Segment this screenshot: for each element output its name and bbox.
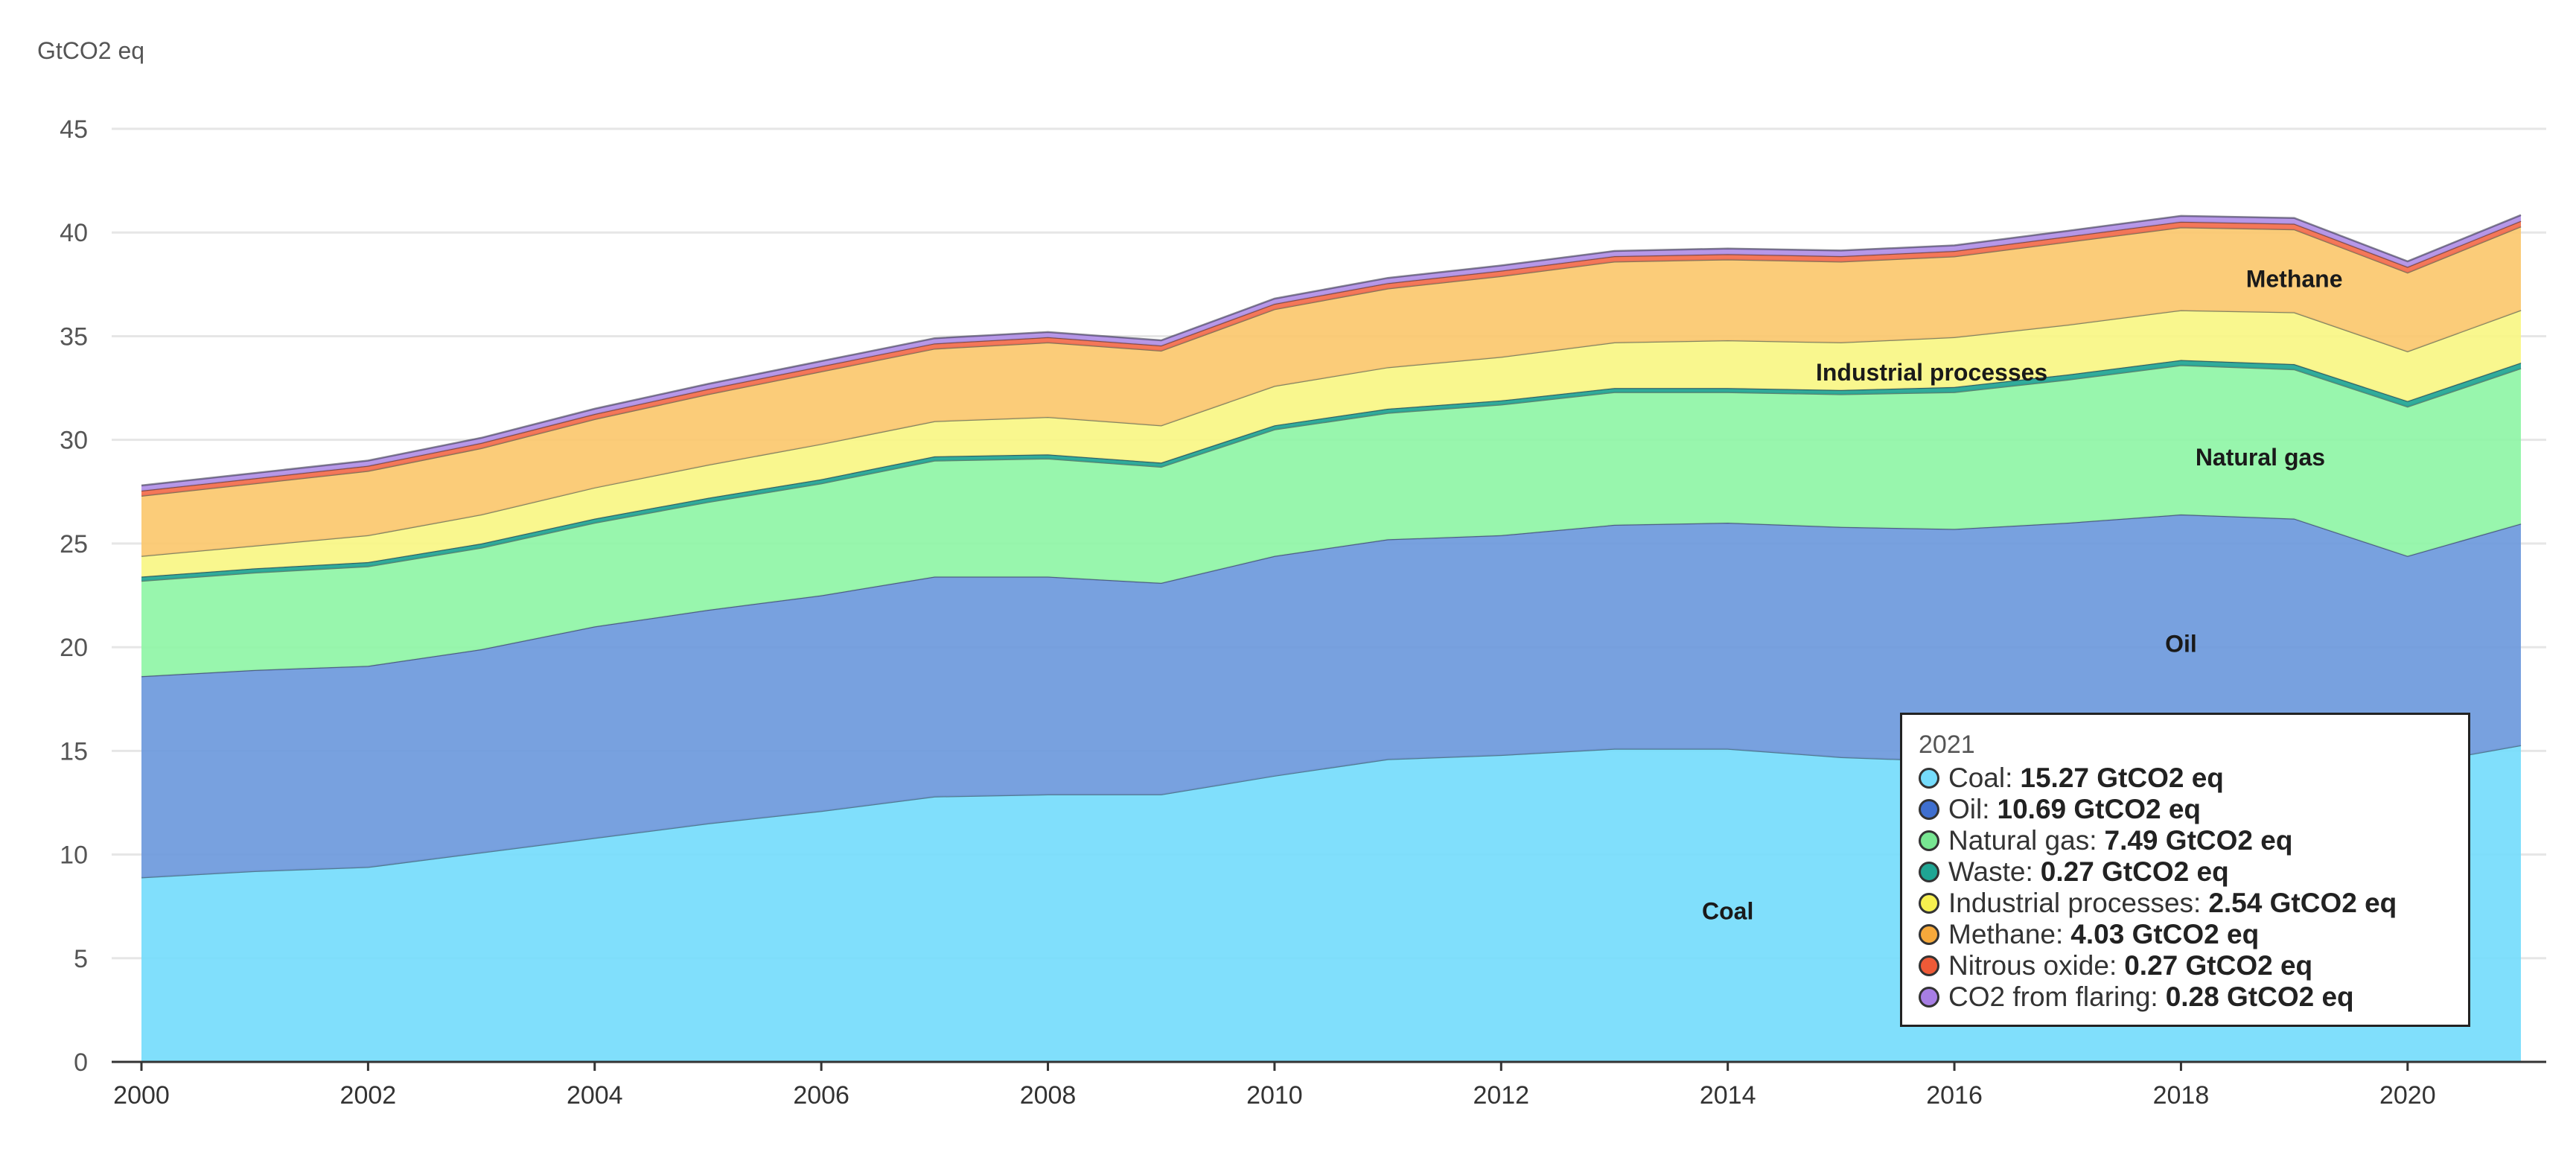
tooltip-rows: Coal:15.27 GtCO2 eq Oil:10.69 GtCO2 eq Nat…	[1919, 763, 2452, 1013]
x-tick-2020: 2020	[2379, 1081, 2436, 1110]
tooltip-label: Methane	[1948, 919, 2056, 949]
tooltip-row: Industrial processes:2.54 GtCO2 eq	[1919, 888, 2452, 919]
legend-dot-icon	[1919, 862, 1939, 882]
x-tick-2006: 2006	[793, 1081, 849, 1110]
legend-dot-icon	[1919, 955, 1939, 976]
tooltip-value: 0.28 GtCO2 eq	[2165, 981, 2354, 1012]
annotation-natural-gas: Natural gas	[2196, 444, 2325, 471]
tooltip-row: Oil:10.69 GtCO2 eq	[1919, 794, 2452, 825]
tooltip-separator: :	[2005, 763, 2013, 793]
x-tick-labels: 2000 2002 2004 2006 2008 2010 2012 2014 2016 2018…	[113, 1062, 2436, 1110]
legend-dot-icon	[1919, 924, 1939, 945]
y-tick-45: 45	[60, 115, 88, 144]
tooltip-label: Waste	[1948, 856, 2026, 887]
legend-dot-icon	[1919, 799, 1939, 820]
y-tick-15: 15	[60, 737, 88, 766]
x-tick-2014: 2014	[1700, 1081, 1756, 1110]
y-tick-10: 10	[60, 841, 88, 870]
tooltip-value: 0.27 GtCO2 eq	[2124, 950, 2313, 981]
x-tick-2000: 2000	[113, 1081, 170, 1110]
tooltip-value: 2.54 GtCO2 eq	[2208, 888, 2397, 918]
annotation-industrial-processes: Industrial processes	[1816, 359, 2047, 386]
tooltip-value: 4.03 GtCO2 eq	[2070, 919, 2260, 949]
tooltip-label: Natural gas	[1948, 825, 2090, 856]
x-tick-2018: 2018	[2153, 1081, 2210, 1110]
tooltip-year: 2021	[1919, 731, 1975, 759]
y-tick-5: 5	[74, 945, 88, 973]
annotation-methane: Methane	[2246, 265, 2343, 292]
y-axis-unit-label: GtCO2 eq	[37, 37, 145, 64]
area-industrial-processes	[141, 310, 2521, 577]
tooltip-row: Nitrous oxide:0.27 GtCO2 eq	[1919, 950, 2452, 981]
y-tick-40: 40	[60, 219, 88, 247]
tooltip-value: 7.49 GtCO2 eq	[2104, 825, 2293, 856]
area-oil	[141, 514, 2521, 878]
y-tick-25: 25	[60, 530, 88, 559]
tooltip-value: 15.27 GtCO2 eq	[2020, 763, 2224, 793]
x-tick-2008: 2008	[1020, 1081, 1077, 1110]
area-edge-co2-from-flaring	[141, 214, 2522, 487]
area-nitrous-oxide	[141, 220, 2521, 496]
tooltip-label: Oil	[1948, 794, 1983, 824]
tooltip-label: Coal	[1948, 763, 2006, 793]
tooltip-label: CO2 from flaring	[1948, 981, 2151, 1012]
tooltip-separator: :	[2108, 950, 2117, 981]
y-tick-20: 20	[60, 634, 88, 662]
tooltip-separator: :	[2025, 856, 2033, 887]
annotation-coal: Coal	[1702, 898, 1753, 925]
tooltip-separator: :	[2056, 919, 2064, 949]
area-co2-from-flaring	[141, 214, 2521, 491]
hover-tooltip: 2021 Coal:15.27 GtCO2 eq Oil:10.69 GtCO2 …	[1900, 713, 2470, 1027]
y-tick-labels: 0 5 10 15 20 25 30 35 40 45	[60, 115, 88, 1077]
tooltip-separator: :	[1982, 794, 1990, 824]
x-tick-2002: 2002	[340, 1081, 397, 1110]
legend-dot-icon	[1919, 768, 1939, 789]
legend-dot-icon	[1919, 830, 1939, 851]
x-tick-2004: 2004	[567, 1081, 623, 1110]
tooltip-label: Industrial processes	[1948, 888, 2194, 918]
tooltip-row: Coal:15.27 GtCO2 eq	[1919, 763, 2452, 794]
x-tick-2016: 2016	[1926, 1081, 1983, 1110]
x-tick-2010: 2010	[1246, 1081, 1303, 1110]
tooltip-row: Methane:4.03 GtCO2 eq	[1919, 919, 2452, 950]
tooltip-value: 10.69 GtCO2 eq	[1997, 794, 2202, 824]
tooltip-row: Natural gas:7.49 GtCO2 eq	[1919, 825, 2452, 856]
annotation-oil: Oil	[2165, 631, 2197, 658]
tooltip-label: Nitrous oxide	[1948, 950, 2109, 981]
legend-dot-icon	[1919, 987, 1939, 1008]
tooltip-row: CO2 from flaring:0.28 GtCO2 eq	[1919, 981, 2452, 1013]
y-tick-0: 0	[74, 1048, 88, 1077]
tooltip-row: Waste:0.27 GtCO2 eq	[1919, 856, 2452, 888]
legend-dot-icon	[1919, 893, 1939, 914]
area-methane	[141, 226, 2521, 556]
x-tick-2012: 2012	[1473, 1081, 1529, 1110]
tooltip-value: 0.27 GtCO2 eq	[2040, 856, 2229, 887]
y-tick-35: 35	[60, 322, 88, 351]
tooltip-separator: :	[2150, 981, 2158, 1012]
tooltip-separator: :	[2193, 888, 2202, 918]
tooltip-separator: :	[2089, 825, 2097, 856]
area-natural-gas	[141, 365, 2521, 677]
y-tick-30: 30	[60, 427, 88, 455]
